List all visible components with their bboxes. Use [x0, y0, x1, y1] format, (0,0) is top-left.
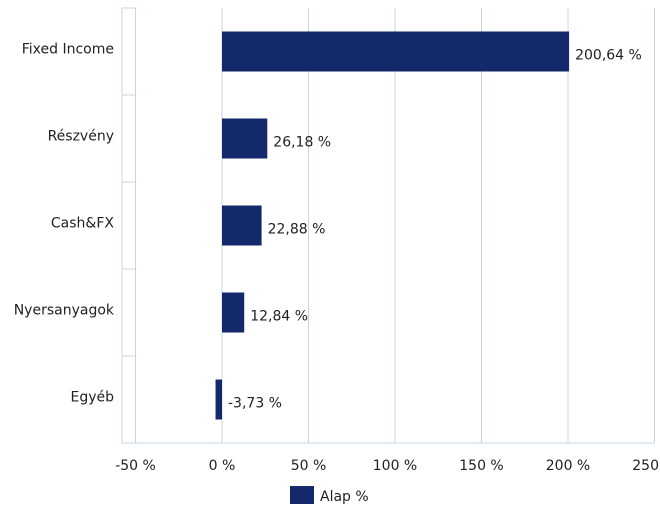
y-tick-label: Nyersanyagok [14, 303, 115, 319]
value-label: 22,88 % [268, 222, 326, 238]
legend-swatch [290, 486, 314, 504]
legend-label: Alap % [320, 489, 369, 505]
value-label: 26,18 % [273, 135, 331, 151]
x-tick-label: 50 % [291, 458, 327, 474]
value-label: -3,73 % [228, 396, 282, 412]
y-tick-label: Részvény [48, 129, 114, 145]
y-tick-label: Cash&FX [51, 216, 114, 232]
x-tick-label: -50 % [115, 458, 156, 474]
x-tick-label: 200 % [546, 458, 590, 474]
x-tick-label: 0 % [209, 458, 236, 474]
x-tick-label: 250 % [632, 458, 660, 474]
y-tick-label: Egyéb [70, 390, 114, 406]
bar [222, 118, 268, 159]
value-label: 12,84 % [250, 309, 308, 325]
bar [215, 379, 222, 420]
x-tick-label: 100 % [373, 458, 417, 474]
y-tick-label: Fixed Income [22, 42, 114, 58]
bar [222, 292, 245, 333]
bar [222, 205, 262, 246]
value-label: 200,64 % [575, 48, 642, 64]
bar [222, 31, 570, 72]
x-tick-label: 150 % [459, 458, 503, 474]
